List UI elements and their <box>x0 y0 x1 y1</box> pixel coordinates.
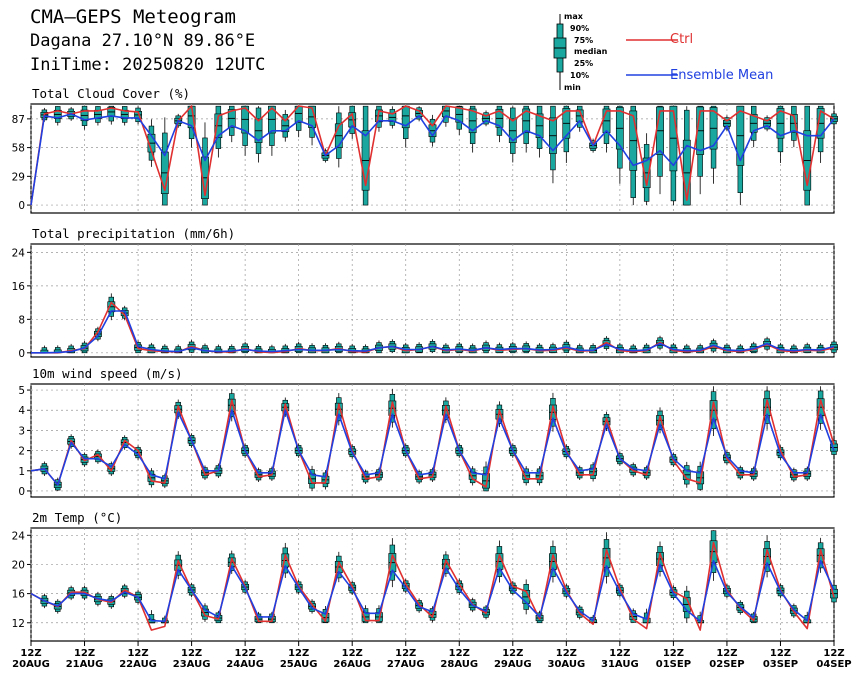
legend-25: 25% <box>574 59 594 68</box>
xtick-day-label: 24AUG <box>226 659 264 670</box>
temp-ytick-label: 20 <box>12 559 25 571</box>
cloud-cover-series-ctrl <box>30 105 835 206</box>
xtick-hour-label: 12Z <box>395 648 416 659</box>
xtick-hour-label: 12Z <box>74 648 95 659</box>
xtick-day-label: 30AUG <box>547 659 585 670</box>
legend-line-swatches <box>626 39 678 76</box>
wind-panel-title: 10m wind speed (m/s) <box>32 366 183 381</box>
xtick-hour-label: 12Z <box>663 648 684 659</box>
cloud-cover-ytick-label: 87 <box>12 114 25 126</box>
xtick-hour-label: 12Z <box>609 648 630 659</box>
xtick-hour-label: 12Z <box>449 648 470 659</box>
location-label: Dagana 27.10°N 89.86°E <box>30 31 256 51</box>
xtick-hour-label: 12Z <box>770 648 791 659</box>
xtick-hour-label: 12Z <box>342 648 363 659</box>
precip-ytick-label: 8 <box>18 314 25 326</box>
xtick-day-label: 28AUG <box>440 659 478 670</box>
precip-series-mean <box>31 310 835 354</box>
wind-series-ctrl <box>30 399 835 488</box>
boxplot-legend-icon <box>553 14 567 90</box>
cloud-cover-panel-title: Total Cloud Cover (%) <box>32 86 190 101</box>
cloud-cover-ytick-label: 29 <box>12 171 25 183</box>
wind-ytick-label: 5 <box>18 385 25 397</box>
xtick-hour-label: 12Z <box>235 648 256 659</box>
wind-ytick-label: 0 <box>18 486 25 498</box>
xtick-day-label: 22AUG <box>119 659 157 670</box>
legend-min: min <box>564 83 581 92</box>
xtick-day-label: 20AUG <box>12 659 50 670</box>
legend-max: max <box>564 12 583 21</box>
xtick-day-label: 31AUG <box>601 659 639 670</box>
legend-ctrl-label: Ctrl <box>670 32 694 47</box>
xtick-hour-label: 12Z <box>127 648 148 659</box>
precip-ytick-label: 0 <box>18 348 25 360</box>
xtick-day-label: 27AUG <box>387 659 425 670</box>
precip-ytick-label: 16 <box>12 281 26 293</box>
temp-ytick-label: 24 <box>12 530 26 542</box>
precip-panel-title: Total precipitation (mm/6h) <box>32 226 235 241</box>
xtick-day-label: 21AUG <box>66 659 104 670</box>
temp-series-ctrl <box>30 541 835 631</box>
wind-ytick-label: 4 <box>18 405 25 417</box>
xtick-day-label: 29AUG <box>494 659 532 670</box>
meteogram-title: CMA—GEPS Meteogram <box>30 6 236 28</box>
xtick-hour-label: 12Z <box>556 648 577 659</box>
xtick-hour-label: 12Z <box>20 648 41 659</box>
xtick-hour-label: 12Z <box>288 648 309 659</box>
xtick-day-label: 23AUG <box>173 659 211 670</box>
init-time-label: IniTime: 20250820 12UTC <box>30 55 266 75</box>
precip-ytick-label: 24 <box>12 247 26 259</box>
cloud-cover-series-mean <box>30 113 835 206</box>
legend: max 90% 75% median 25% 10% min Ctrl Ense… <box>548 10 838 94</box>
xtick-hour-label: 12Z <box>502 648 523 659</box>
xtick-day-label: 01SEP <box>656 659 691 670</box>
xtick-day-label: 04SEP <box>816 659 851 670</box>
xtick-day-label: 03SEP <box>763 659 798 670</box>
wind-ytick-label: 3 <box>18 425 25 437</box>
cloud-cover-frame <box>30 103 835 214</box>
wind-ytick-label: 1 <box>18 466 25 478</box>
xtick-day-label: 25AUG <box>280 659 318 670</box>
xtick-hour-label: 12Z <box>823 648 844 659</box>
temp-series-mean <box>30 559 835 623</box>
xtick-hour-label: 12Z <box>716 648 737 659</box>
temp-ytick-label: 12 <box>12 618 25 630</box>
wind-ytick-label: 2 <box>18 446 25 458</box>
legend-90: 90% <box>570 24 590 33</box>
legend-mean-label: Ensemble Mean <box>670 68 774 83</box>
cloud-cover-ytick-label: 58 <box>12 143 25 155</box>
wind-series-mean <box>30 409 835 486</box>
xtick-day-label: 26AUG <box>333 659 371 670</box>
legend-median: median <box>574 47 608 56</box>
xtick-day-label: 02SEP <box>709 659 744 670</box>
temp-ytick-label: 16 <box>12 589 26 601</box>
cloud-cover-ytick-label: 0 <box>18 200 25 212</box>
legend-75: 75% <box>574 36 594 45</box>
legend-10: 10% <box>570 71 590 80</box>
temp-panel-title: 2m Temp (°C) <box>32 510 122 525</box>
xtick-hour-label: 12Z <box>181 648 202 659</box>
